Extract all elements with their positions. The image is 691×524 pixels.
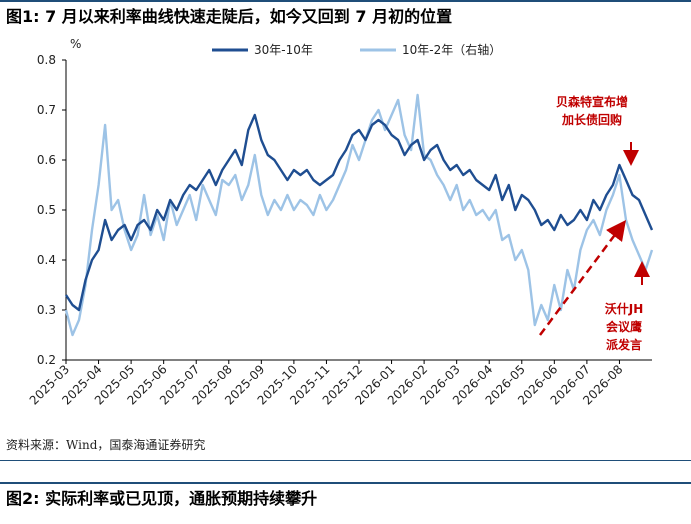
source-note: 资料来源：Wind，国泰海通证券研究 xyxy=(6,438,206,452)
bottom-rule xyxy=(0,460,691,461)
series-line-10y-2y xyxy=(64,93,654,337)
annotation-bessent-text: 贝森特宣布增 xyxy=(556,94,628,109)
y-tick-label: 0.8 xyxy=(37,53,56,67)
y-tick-label: 0.7 xyxy=(37,103,56,117)
y-tick-label: 0.4 xyxy=(37,253,56,267)
legend-label-30y-10y: 30年-10年 xyxy=(254,43,313,57)
annotation-warsh-text: 沃什JH xyxy=(605,301,644,316)
legend-label-10y-2y: 10年-2年（右轴） xyxy=(402,42,501,57)
figure-1-title: 图1: 7 月以来利率曲线快速走陡后，如今又回到 7 月初的位置 xyxy=(0,0,691,30)
series-line-30y-10y xyxy=(64,113,654,312)
y-tick-label: 0.2 xyxy=(37,353,56,367)
trend-dashed-arrow xyxy=(538,219,626,336)
annotation-warsh-text: 派发言 xyxy=(606,337,642,352)
y-tick-label: 0.5 xyxy=(37,203,56,217)
yield-spread-chart: %0.80.70.60.50.40.30.22025-032025-042025… xyxy=(27,37,654,408)
y-axis-unit: % xyxy=(70,37,81,51)
annotation-warsh-text: 会议鹰 xyxy=(606,319,642,334)
chart-legend: 30年-10年 10年-2年（右轴） xyxy=(212,42,501,57)
figure-2-title: 图2: 实际利率或已见顶，通胀预期持续攀升 xyxy=(0,482,691,512)
series-layer xyxy=(64,93,654,337)
annotation-bessent-text: 加长债回购 xyxy=(561,112,622,127)
y-tick-label: 0.3 xyxy=(37,303,56,317)
y-tick-label: 0.6 xyxy=(37,153,56,167)
